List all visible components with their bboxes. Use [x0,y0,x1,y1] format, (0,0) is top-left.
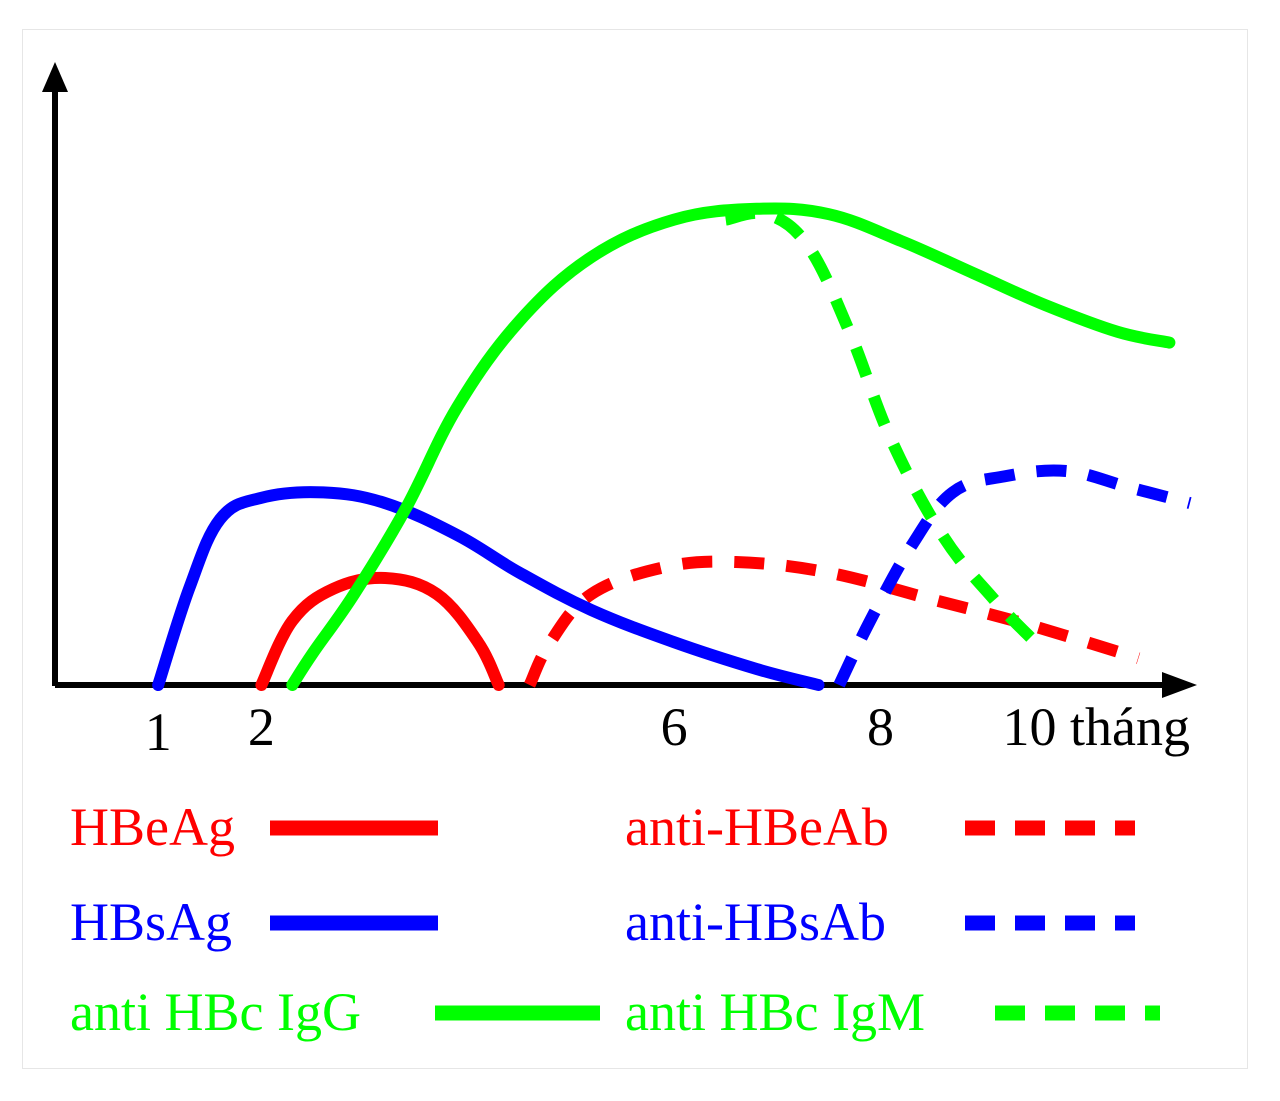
series-line-hbeag [255,571,505,691]
chart-frame [22,29,1248,1069]
series-line-hbsag [152,486,825,691]
series-line-anti-hbeab [524,555,1141,688]
legend-label: anti HBc IgG [70,982,361,1042]
legend-label: HBeAg [70,797,235,857]
x-tick-label: 1 [145,702,172,762]
y-axis-arrowhead [42,62,68,92]
legend-label: anti HBc IgM [625,982,925,1042]
x-axis-arrowhead [1162,672,1197,698]
legend-item-anti-hbsab: anti-HBsAb [625,892,1135,952]
legend-item-anti-hbc-igg: anti HBc IgG [70,982,600,1042]
x-tick-label: 2 [248,697,275,757]
legend-label: anti-HBsAb [625,892,886,952]
legend-item-anti-hbeab: anti-HBeAb [625,797,1135,857]
chart-axes [42,62,1197,698]
series-line-anti-hbc-igm [724,206,1040,647]
series-line-anti-hbsab [833,464,1192,688]
series-layer [152,202,1192,691]
legend-item-anti-hbc-igm: anti HBc IgM [625,982,1160,1042]
x-tick-label: 8 [867,697,894,757]
x-tick-label: 10 tháng [1003,697,1190,757]
x-tick-labels: 1 2 6 8 10 tháng [145,697,1190,762]
legend-item-hbsag: HBsAg [70,892,438,952]
legend-label: anti-HBeAb [625,797,889,857]
series-line-anti-hbc-igg [286,202,1176,691]
legend-label: HBsAg [70,892,232,952]
legend: HBeAg HBsAg anti HBc IgG anti-HBeAb anti-HBs… [70,797,1160,1042]
legend-item-hbeag: HBeAg [70,797,438,857]
x-tick-label: 6 [661,697,688,757]
